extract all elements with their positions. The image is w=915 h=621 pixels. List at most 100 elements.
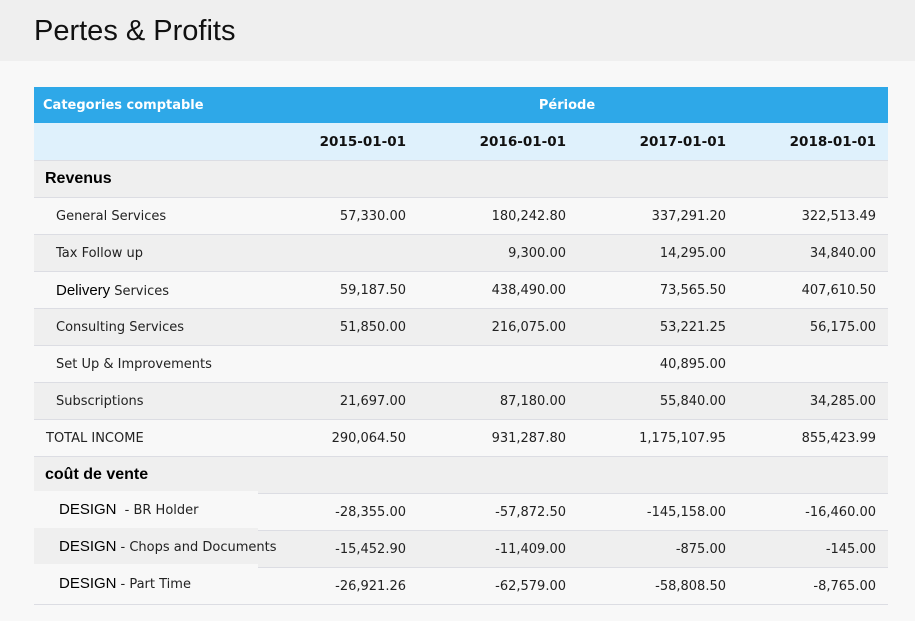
row-label: Consulting Services [34,308,258,346]
row-label: TOTAL INCOME [34,419,258,457]
value-cell: -58,808.50 [578,567,738,605]
profit-loss-table: Categories comptable Période 2015-01-01 … [34,87,889,605]
value-cell: -16,460.00 [738,493,889,531]
row-label-text: - BR Holder [120,502,199,518]
value-cell: -145.00 [738,530,889,568]
row-label-text: TOTAL INCOME [46,430,144,446]
row-label: Set Up & Improvements [34,345,258,383]
value-cell: -28,355.00 [258,493,418,531]
row-label: General Services [34,197,258,235]
value-cell: -57,872.50 [418,493,578,531]
row-label-text: Set Up & Improvements [56,356,212,372]
value-cell: 59,187.50 [258,271,418,309]
value-cell: 855,423.99 [738,419,889,457]
value-cell [738,345,889,383]
value-cell: -875.00 [578,530,738,568]
value-cell: -15,452.90 [258,530,418,568]
column-header: 2018-01-01 [738,123,889,161]
empty-header [34,123,258,161]
row-label: Subscriptions [34,382,258,420]
value-cell: 14,295.00 [578,234,738,272]
column-header: 2016-01-01 [418,123,578,161]
row-label-text: - Chops and Documents [120,539,277,555]
value-cell: 53,221.25 [578,308,738,346]
value-cell [258,345,418,383]
row-label-text: coût de vente [45,466,149,483]
row-label: DESIGN - Part Time [34,564,258,602]
page-header: Pertes & Profits [0,0,915,61]
value-cell [258,234,418,272]
row-label-prefix: Delivery [56,281,111,299]
value-cell: 57,330.00 [258,197,418,235]
value-cell: 56,175.00 [738,308,889,346]
row-label-text: Services [114,283,170,299]
row-label-text: - Part Time [120,576,191,592]
row-label-text: Revenus [45,170,112,187]
table-row: Subscriptions 21,697.00 87,180.00 55,840.00… [34,382,889,420]
value-cell [578,160,738,198]
table-header-row: Categories comptable Période [34,87,889,123]
value-cell: 322,513.49 [738,197,889,235]
value-cell: -8,765.00 [738,567,889,605]
value-cell: 73,565.50 [578,271,738,309]
row-label-text: Tax Follow up [56,245,143,261]
value-cell: 290,064.50 [258,419,418,457]
table-row: General Services 57,330.00 180,242.80 337,2… [34,197,889,235]
value-cell [578,456,738,494]
value-cell: 337,291.20 [578,197,738,235]
value-cell: 51,850.00 [258,308,418,346]
row-label: DESIGN - BR Holder [34,490,258,528]
row-label-prefix: DESIGN [59,500,117,518]
value-cell: -11,409.00 [418,530,578,568]
value-cell [418,456,578,494]
row-label: DESIGN - Chops and Documents [34,527,276,565]
value-cell: 931,287.80 [418,419,578,457]
value-cell: -145,158.00 [578,493,738,531]
row-label: coût de vente [34,456,258,494]
table-row: Consulting Services 51,850.00 216,075.00 53… [34,308,889,346]
value-cell: 9,300.00 [418,234,578,272]
value-cell: 21,697.00 [258,382,418,420]
value-cell: 40,895.00 [578,345,738,383]
value-cell: 407,610.50 [738,271,889,309]
row-label-text: Subscriptions [56,393,144,409]
table-row: Tax Follow up 9,300.00 14,295.00 34,840.00 [34,234,889,272]
value-cell [258,456,418,494]
page-title: Pertes & Profits [34,15,236,47]
section-row: Revenus [34,160,889,198]
value-cell: 34,285.00 [738,382,889,420]
column-header: 2017-01-01 [578,123,738,161]
row-label-text: Consulting Services [56,319,185,335]
value-cell: 87,180.00 [418,382,578,420]
row-label: Tax Follow up [34,234,258,272]
value-cell [418,345,578,383]
table-row: DESIGN - Part Time -26,921.26 -62,579.00 -58… [34,564,889,605]
value-cell: -62,579.00 [418,567,578,605]
total-row: TOTAL INCOME 290,064.50 931,287.80 1,175,10… [34,419,889,457]
value-cell: 180,242.80 [418,197,578,235]
value-cell: 34,840.00 [738,234,889,272]
row-label-prefix: DESIGN [59,537,117,555]
column-header: 2015-01-01 [258,123,418,161]
category-header: Categories comptable [34,87,258,123]
value-cell: 55,840.00 [578,382,738,420]
value-cell [738,160,889,198]
table-row: DESIGN - BR Holder -28,355.00 -57,872.50 -1… [34,490,889,531]
value-cell [418,160,578,198]
table-row: DESIGN - Chops and Documents -15,452.90 -11… [34,527,889,568]
period-header: Période [258,87,889,123]
row-label-prefix: DESIGN [59,574,117,592]
value-cell: 438,490.00 [418,271,578,309]
value-cell: -26,921.26 [258,567,418,605]
value-cell: 216,075.00 [418,308,578,346]
table-row: Delivery Services 59,187.50 438,490.00 73,56… [34,271,889,309]
section-row: coût de vente [34,456,889,494]
row-label-text: General Services [56,208,167,224]
table-row: Set Up & Improvements 40,895.00 [34,345,889,383]
value-cell: 1,175,107.95 [578,419,738,457]
value-cell [258,160,418,198]
row-label: Revenus [34,160,258,198]
date-header-row: 2015-01-01 2016-01-01 2017-01-01 2018-01… [34,123,889,161]
value-cell [738,456,889,494]
row-label: Delivery Services [34,271,258,309]
